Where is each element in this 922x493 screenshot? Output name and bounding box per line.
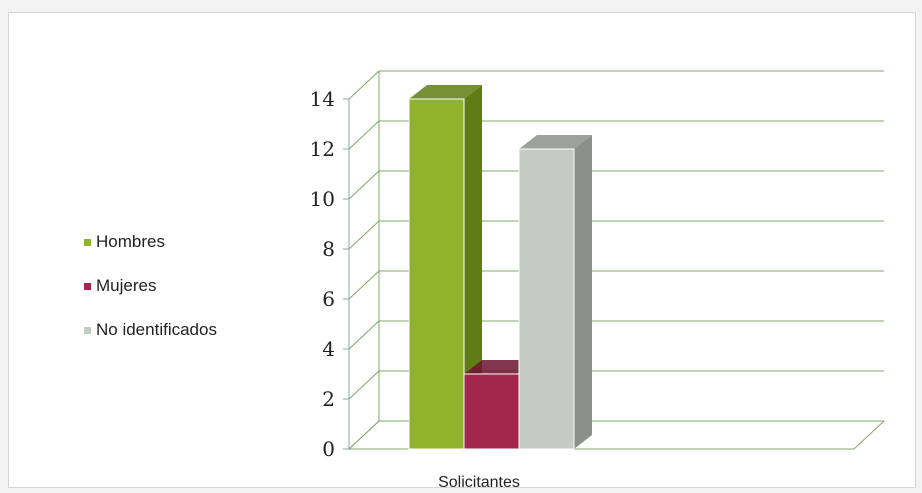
- x-tick-label: Solicitantes: [438, 474, 520, 487]
- bar-side: [464, 85, 482, 449]
- chart-plot: 0 2 4 6 8 10 12 14 Solicitantes: [310, 70, 886, 487]
- y-tick-label: 2: [322, 387, 335, 411]
- y-tick-label: 10: [310, 187, 335, 211]
- y-tick-label: 14: [310, 87, 335, 111]
- gridline-wall: [348, 420, 380, 450]
- legend: Hombres Mujeres No identificados: [84, 231, 217, 363]
- legend-swatch-mujeres: [84, 282, 91, 290]
- gridline-wall: [348, 370, 380, 400]
- bar-top: [519, 135, 592, 149]
- legend-swatch-hombres: [84, 238, 91, 246]
- legend-swatch-no-identificados: [84, 326, 91, 334]
- y-tick-label: 4: [322, 337, 335, 361]
- bar: [463, 373, 520, 450]
- legend-item-no-identificados: No identificados: [84, 319, 217, 341]
- y-tick-label: 6: [322, 287, 335, 311]
- gridline-wall: [348, 70, 380, 100]
- chart-frame: 0 2 4 6 8 10 12 14 Solicitantes Hombres Mujeres …: [8, 12, 916, 488]
- bar-side: [574, 135, 592, 449]
- y-tick-label: 8: [322, 237, 335, 261]
- bar: [408, 98, 465, 450]
- y-tick-label: 12: [310, 137, 335, 161]
- bar-top: [409, 85, 482, 99]
- gridline-wall: [348, 320, 380, 350]
- y-tick-label: 0: [322, 437, 335, 461]
- legend-label-no-identificados: No identificados: [96, 320, 217, 339]
- gridline-wall: [348, 120, 380, 150]
- legend-item-mujeres: Mujeres: [84, 275, 217, 297]
- legend-item-hombres: Hombres: [84, 231, 217, 253]
- gridline-wall: [348, 220, 380, 250]
- legend-label-hombres: Hombres: [96, 232, 165, 251]
- gridline-wall: [348, 170, 380, 200]
- gridline-wall: [348, 270, 380, 300]
- legend-label-mujeres: Mujeres: [96, 276, 157, 295]
- bar: [518, 148, 575, 450]
